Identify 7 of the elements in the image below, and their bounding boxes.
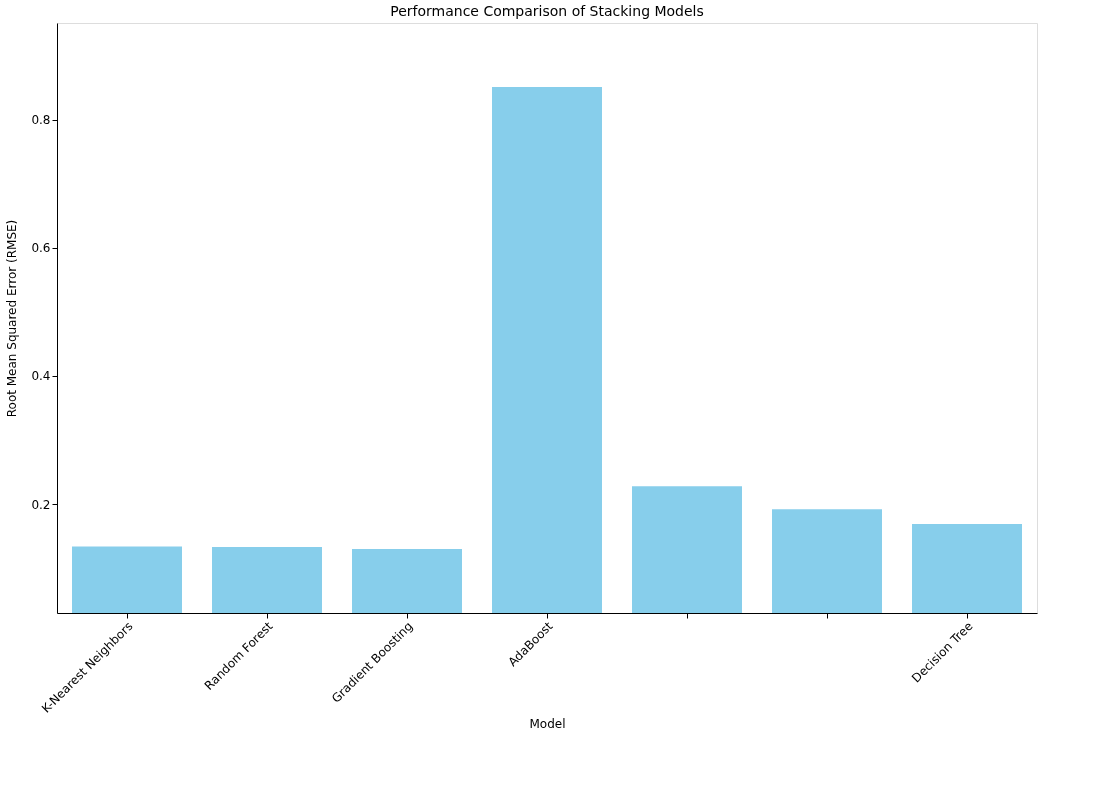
y-tick-label: 0.8: [31, 113, 51, 128]
y-tick-label: 0.2: [31, 497, 51, 512]
y-tick-label: 0.4: [31, 369, 51, 384]
y-tick-label: 0.6: [31, 241, 51, 256]
y-axis-title: Root Mean Squared Error (RMSE): [5, 219, 20, 418]
x-axis-title: Model: [529, 716, 566, 731]
chart-title: Performance Comparison of Stacking Models: [390, 3, 704, 19]
